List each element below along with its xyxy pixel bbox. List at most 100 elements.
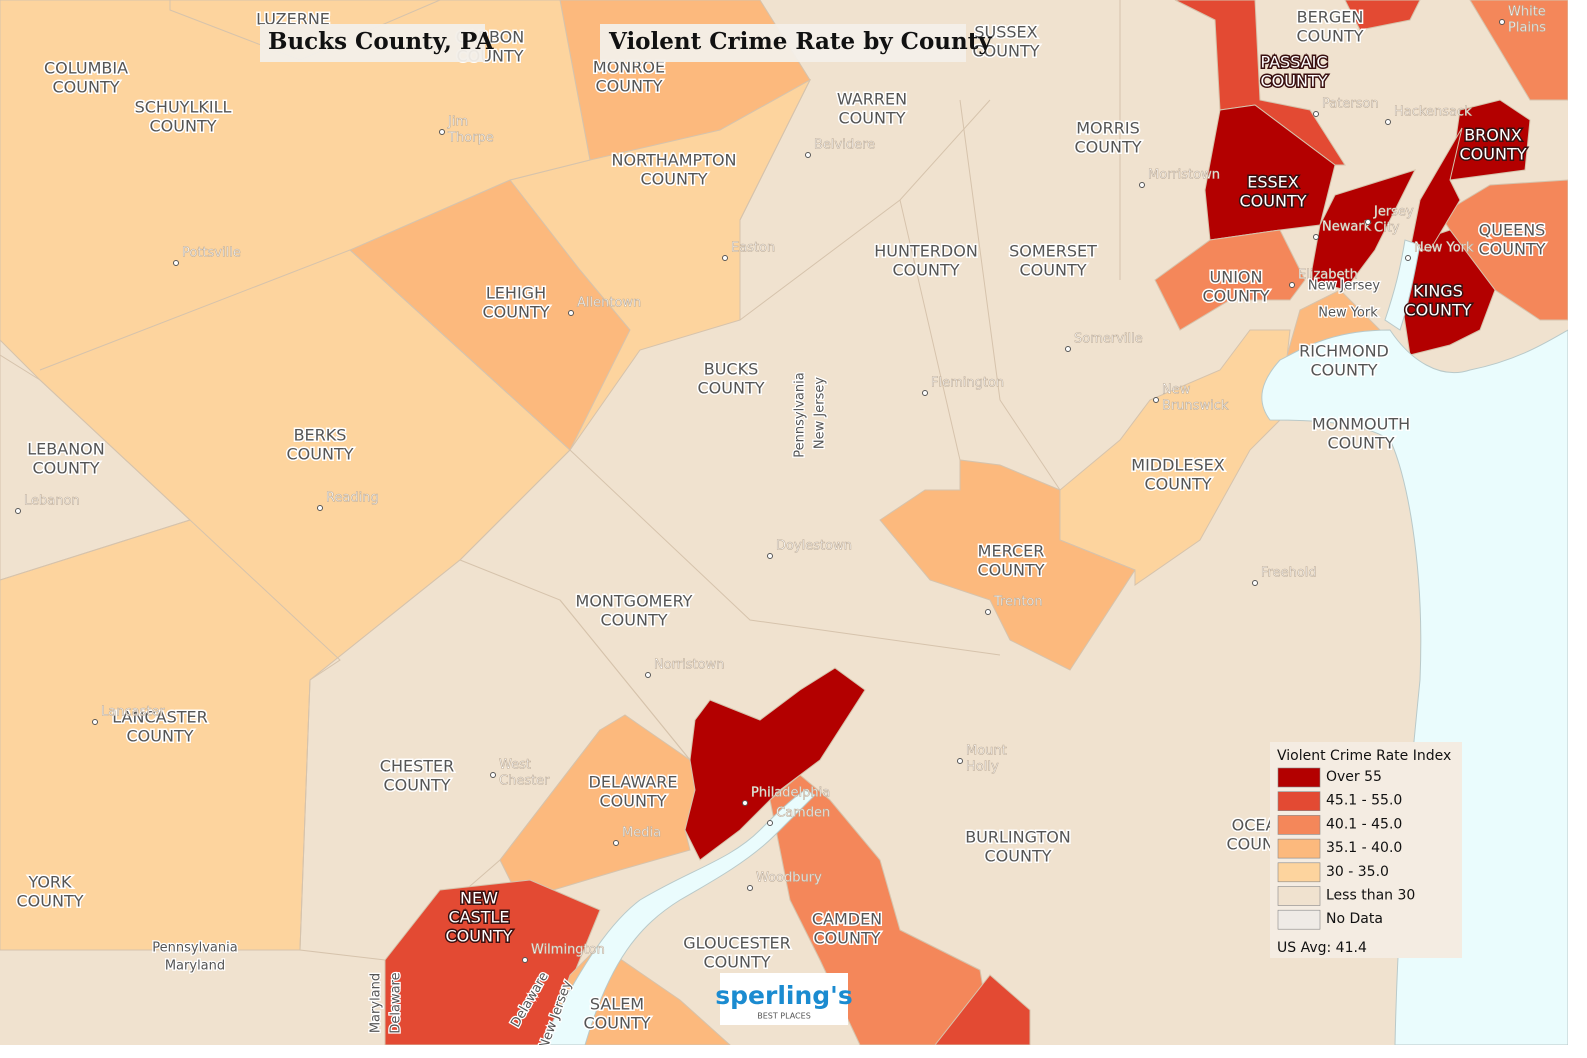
water	[539, 239, 1568, 1045]
city-label: Flemington	[931, 376, 1004, 391]
city-dot	[317, 505, 323, 511]
county-label: BURLINGTON	[965, 828, 1071, 847]
county-label: COUNTY	[384, 776, 451, 795]
city-label: White	[1508, 5, 1546, 20]
city-dot	[1289, 282, 1295, 288]
county-label: COUNTY	[641, 170, 708, 189]
city-label: Norristown	[654, 658, 724, 673]
city-label: West	[499, 758, 531, 773]
city-label: Trenton	[993, 595, 1043, 610]
county-shape	[499, 714, 696, 901]
city-label: Morristown	[1148, 168, 1220, 183]
county-label: COUNTY	[1145, 475, 1212, 494]
city-label: Lebanon	[24, 494, 80, 509]
city-dot	[805, 152, 811, 158]
city-label: Brunswick	[1162, 399, 1229, 414]
county-label: COUNTY	[1297, 27, 1364, 46]
city-label: Holly	[966, 760, 999, 775]
legend-swatch	[1277, 862, 1321, 883]
city-label: Jim	[447, 115, 468, 130]
city-label: Reading	[326, 491, 379, 506]
county-label: WARREN	[837, 90, 907, 109]
city-dot	[439, 129, 445, 135]
county-label: COUNTY	[973, 42, 1040, 61]
city-label: Woodbury	[756, 871, 822, 886]
county-label: MONTGOMERY	[576, 592, 693, 611]
legend-title: Violent Crime Rate Index	[1277, 748, 1451, 764]
city-dot	[922, 390, 928, 396]
legend-label: No Data	[1326, 911, 1383, 927]
subtitle: Violent Crime Rate by County	[608, 28, 992, 55]
city-label: Paterson	[1322, 97, 1379, 112]
city-label: New	[1162, 383, 1191, 398]
county-label: COUNTY	[1075, 138, 1142, 157]
county-label: COUNTY	[814, 929, 881, 948]
county-label: COUNTY	[1311, 361, 1378, 380]
city-dot	[568, 310, 574, 316]
city-dot	[1065, 346, 1071, 352]
area-shape	[1344, 0, 1421, 31]
county-label: LANCASTER	[112, 708, 207, 727]
county-label: BERGEN	[1297, 8, 1364, 27]
county-label: COUNTY	[584, 1014, 651, 1033]
county-label: NEW	[460, 889, 498, 908]
county-label: CAMDEN	[812, 910, 882, 929]
city-dot	[15, 508, 21, 514]
city-dot	[747, 885, 753, 891]
county-label: RICHMOND	[1299, 342, 1389, 361]
city-dot	[1405, 255, 1411, 261]
city-label: Easton	[731, 241, 775, 256]
city-dot	[742, 800, 748, 806]
city-dot	[1499, 19, 1505, 25]
county-shape	[1204, 104, 1336, 241]
county-label: COUNTY	[698, 379, 765, 398]
atlantic-ocean	[1261, 329, 1568, 1045]
city-dot	[92, 719, 98, 725]
city-dot	[173, 260, 179, 266]
city-label: Allentown	[577, 296, 641, 311]
county-shape	[384, 879, 601, 1045]
city-label: Jersey	[1373, 205, 1414, 220]
city-label: Camden	[776, 806, 830, 821]
county-label: COUNTY	[1405, 301, 1472, 320]
legend-note: US Avg: 41.4	[1277, 940, 1367, 956]
county-label: SOMERSET	[1009, 242, 1097, 261]
county-label: HUNTERDON	[874, 242, 978, 261]
county-shape	[879, 459, 1136, 671]
city-dot	[522, 957, 528, 963]
county-label: UNION	[1210, 268, 1263, 287]
city-dot	[1385, 119, 1391, 125]
county-label: COUNTY	[127, 727, 194, 746]
city-label: Philadelphia	[751, 786, 830, 801]
county-label: ESSEX	[1247, 173, 1299, 192]
state-label: New Jersey	[1308, 279, 1380, 294]
county-label: PASSAIC	[1260, 53, 1327, 72]
county-label: CASTLE	[448, 908, 509, 927]
county-label: COUNTY	[1328, 434, 1395, 453]
county-label: COUNTY	[1020, 261, 1087, 280]
county-label: COUNTY	[1240, 192, 1307, 211]
city-label: New York	[1414, 241, 1474, 256]
city-label: Lancaster	[101, 705, 165, 720]
legend-swatch	[1277, 815, 1321, 835]
county-label: COUNTY	[839, 109, 906, 128]
city-label: Plains	[1508, 21, 1546, 36]
title-box: Bucks County, PA Violent Crime Rate by C…	[260, 24, 992, 62]
city-label: Pottsville	[182, 246, 241, 261]
county-label: COUNTY	[53, 78, 120, 97]
legend-swatch	[1277, 838, 1321, 859]
county-shape	[1174, 0, 1346, 166]
city-dot	[1365, 219, 1371, 225]
county-label: BRONX	[1464, 126, 1522, 145]
county-label: COUNTY	[33, 459, 100, 478]
legend-swatch	[1277, 767, 1321, 788]
county-shape	[1154, 229, 1306, 331]
county-label: MERCER	[978, 542, 1045, 561]
legend-label: 45.1 - 55.0	[1326, 793, 1402, 809]
city-label: Chester	[499, 774, 550, 789]
county-label: COUNTY	[600, 792, 667, 811]
legend-label: 40.1 - 45.0	[1326, 816, 1402, 832]
legend-swatch	[1277, 791, 1321, 812]
labels: LUZERNECARBONCOUNTYCOLUMBIACOUNTYSCHUYLK…	[15, 4, 1547, 1045]
